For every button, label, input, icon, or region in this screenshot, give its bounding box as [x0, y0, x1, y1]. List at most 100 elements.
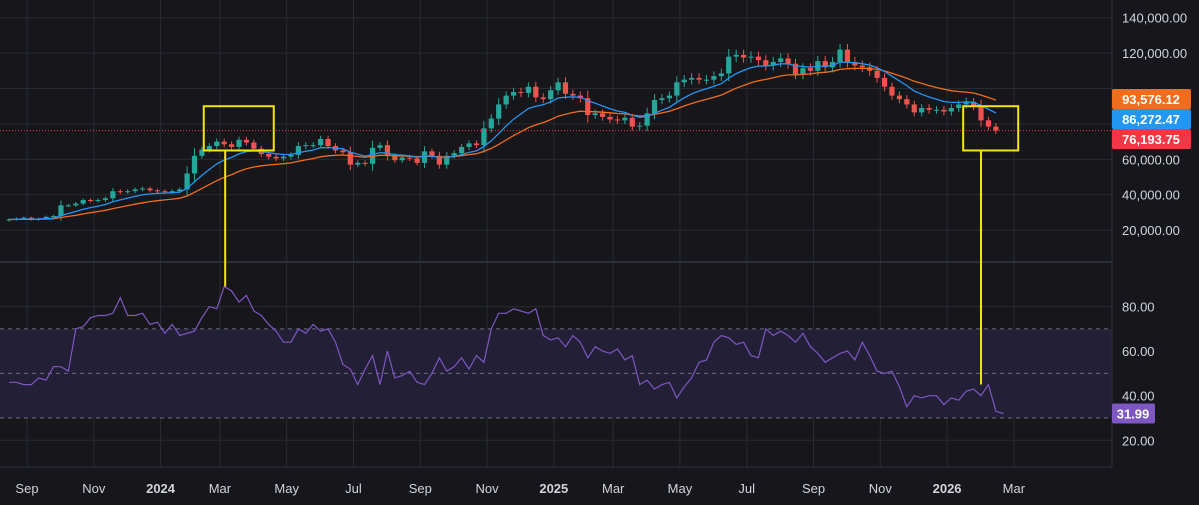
- candle-body: [711, 76, 717, 80]
- candle: [481, 120, 487, 153]
- ema-fast-badge-text: 86,272.47: [1122, 112, 1180, 127]
- candle: [221, 138, 227, 148]
- candle-body: [384, 145, 391, 156]
- highlight-box-2026[interactable]: [962, 105, 1020, 152]
- candle: [644, 107, 650, 132]
- candle: [102, 196, 109, 202]
- candle-body: [43, 216, 49, 219]
- candle-body: [362, 162, 368, 164]
- candle-body: [889, 86, 895, 96]
- candle-body: [147, 188, 153, 191]
- candle: [651, 94, 658, 120]
- time-axis-label: 2026: [933, 481, 962, 496]
- candle-body: [414, 158, 420, 163]
- candle: [533, 81, 539, 103]
- candle: [570, 89, 576, 100]
- price-axis-tick-label: 20,000.00: [1122, 223, 1180, 238]
- highlight-box-2024-mar[interactable]: [202, 105, 275, 152]
- candle: [629, 113, 635, 131]
- candle-body: [874, 70, 880, 78]
- candle-body: [963, 101, 969, 105]
- candle-body: [607, 116, 613, 120]
- candle-body: [236, 139, 242, 147]
- candle-body: [644, 113, 650, 126]
- candle-body: [600, 113, 606, 117]
- candle-body: [310, 145, 316, 147]
- candle-body: [429, 151, 435, 156]
- candle: [792, 58, 799, 80]
- candle-body: [58, 205, 64, 216]
- candle: [117, 189, 123, 194]
- candle-body: [6, 219, 12, 221]
- candle-body: [459, 146, 465, 154]
- candle: [889, 82, 895, 100]
- candle-body: [488, 118, 494, 129]
- candle: [243, 136, 250, 146]
- candle: [548, 85, 554, 104]
- candle-body: [881, 77, 888, 87]
- candle-body: [451, 153, 457, 156]
- candle-body: [325, 138, 331, 147]
- rsi-axis-tick-label: 60.00: [1122, 344, 1155, 359]
- time-axis-label: 2024: [146, 481, 176, 496]
- candle-body: [407, 157, 413, 159]
- ema-fast-badge: 86,272.47: [1112, 109, 1191, 129]
- candle: [555, 77, 561, 95]
- candle: [703, 75, 710, 85]
- candle-body: [614, 119, 621, 121]
- candle: [755, 51, 762, 66]
- highlight-annotations[interactable]: [202, 105, 1020, 385]
- candle-body: [154, 190, 160, 192]
- candle-body: [948, 107, 954, 112]
- candle-body: [191, 155, 198, 174]
- candle-body: [503, 95, 509, 105]
- rsi-value-badge-bg: [1112, 403, 1155, 424]
- candle: [689, 73, 695, 85]
- candle-body: [206, 146, 212, 150]
- ema-slow-badge-bg: [1112, 89, 1191, 109]
- candle: [154, 188, 160, 194]
- candle: [95, 198, 101, 203]
- candle-body: [540, 97, 546, 100]
- candle: [184, 166, 190, 197]
- candle: [622, 114, 628, 125]
- candle-body: [911, 104, 917, 113]
- candle-body: [355, 162, 361, 165]
- candle-body: [243, 139, 250, 143]
- ema-slow-badge-text: 93,576.12: [1122, 92, 1180, 107]
- candle-body: [347, 152, 353, 165]
- candle-body: [659, 98, 665, 101]
- candle-body: [466, 143, 472, 147]
- candle-body: [132, 189, 138, 192]
- candle: [971, 97, 977, 111]
- candle: [896, 91, 902, 104]
- candle-body: [548, 90, 554, 100]
- time-axis-label: Sep: [409, 481, 432, 496]
- candle-body: [73, 203, 79, 206]
- candle-body: [214, 141, 220, 147]
- candle-body: [978, 106, 984, 121]
- candle-body: [830, 61, 836, 68]
- time-axis-labels: Sep Nov 2024 Mar May Jul Sep Nov 2025 Mar May Jul Se…: [15, 481, 1025, 496]
- candle-body: [518, 92, 524, 94]
- time-axis-label: Jul: [345, 481, 362, 496]
- candle: [748, 51, 754, 63]
- candle-body: [102, 198, 109, 201]
- candle-body: [221, 141, 227, 145]
- candle: [985, 116, 992, 131]
- candle: [65, 203, 71, 207]
- candle: [191, 147, 198, 182]
- candle: [318, 135, 324, 149]
- candle: [904, 95, 910, 109]
- time-axis-label: May: [274, 481, 299, 496]
- rsi-line: [9, 285, 1004, 415]
- candle-body: [696, 77, 702, 80]
- candle-body: [481, 128, 487, 146]
- candle-body: [733, 54, 739, 57]
- candle-body: [273, 156, 279, 159]
- candle: [726, 49, 732, 82]
- candle-body: [637, 125, 643, 127]
- candle: [785, 53, 791, 69]
- rsi-axis-tick-label: 40.00: [1122, 389, 1155, 404]
